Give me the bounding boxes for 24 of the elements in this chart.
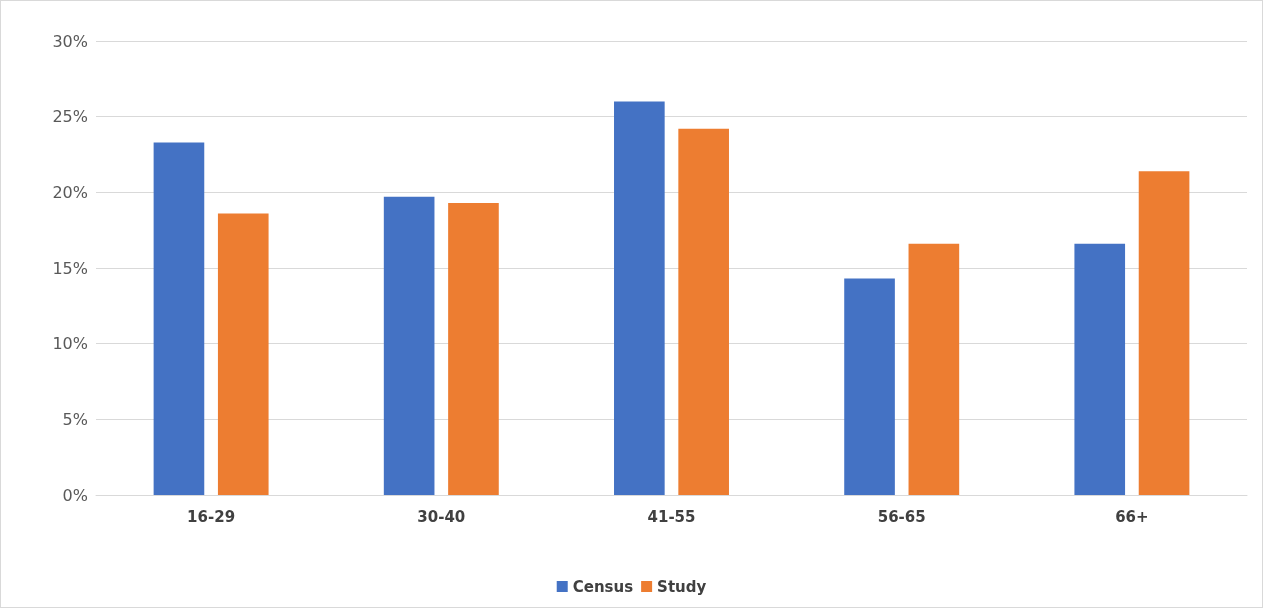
bar	[678, 128, 729, 495]
y-tick-label: 25%	[52, 107, 88, 127]
bar	[1138, 171, 1190, 495]
x-tick-label: 56-65	[877, 507, 926, 526]
legend-label: Study	[657, 577, 707, 596]
y-tick-label: 30%	[52, 31, 88, 51]
y-tick-label: 0%	[62, 485, 88, 505]
x-tick-label: 66+	[1115, 507, 1149, 526]
x-tick-label: 30-40	[417, 507, 466, 526]
y-tick-label: 5%	[62, 409, 88, 429]
bar	[383, 196, 435, 495]
bar	[448, 202, 499, 495]
bar	[153, 142, 205, 495]
legend-label: Census	[572, 577, 634, 596]
x-tick-label: 16-29	[187, 507, 236, 526]
bar	[1074, 243, 1126, 495]
y-tick-label: 10%	[52, 334, 88, 354]
bar	[908, 243, 960, 495]
bar	[614, 101, 665, 495]
bar	[217, 213, 269, 495]
x-tick-label: 41-55	[647, 507, 696, 526]
bar	[844, 278, 895, 495]
y-tick-label: 20%	[52, 182, 88, 202]
y-tick-label: 15%	[52, 258, 88, 278]
